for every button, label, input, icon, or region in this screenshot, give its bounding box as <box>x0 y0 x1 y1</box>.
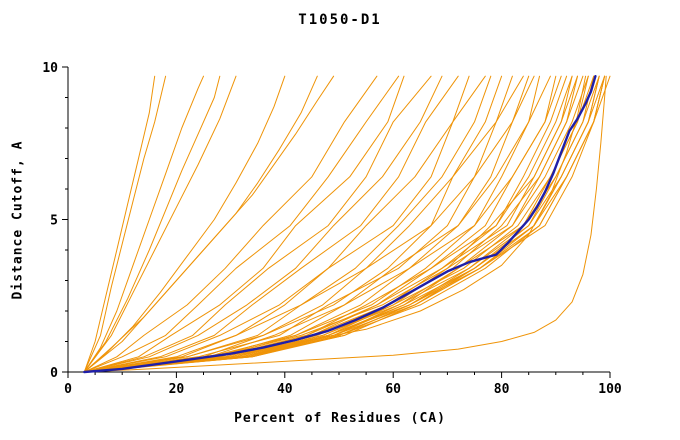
model-outlier-05 <box>83 75 237 373</box>
model-19 <box>83 75 568 373</box>
model-outlier-03 <box>83 75 204 373</box>
model-outlier-01 <box>83 75 156 373</box>
model-08 <box>83 75 486 373</box>
model-20 <box>83 75 573 373</box>
x-tick-label: 100 <box>598 382 622 397</box>
y-tick-label: 5 <box>50 214 58 229</box>
model-03 <box>83 75 405 373</box>
model-36 <box>89 75 611 373</box>
model-13 <box>83 75 530 373</box>
model-outlier-02 <box>83 75 167 373</box>
model-01 <box>83 75 378 373</box>
x-axis-label: Percent of Residues (CA) <box>234 411 446 426</box>
x-tick-label: 20 <box>169 382 185 397</box>
model-outlier-04 <box>83 75 221 373</box>
model-16 <box>83 75 551 373</box>
x-tick-label: 40 <box>277 382 293 397</box>
model-05 <box>83 75 443 373</box>
x-tick-label: 0 <box>64 382 72 397</box>
model-23 <box>83 75 578 373</box>
model-27 <box>83 75 595 373</box>
model-24 <box>83 75 584 373</box>
model-06 <box>83 75 459 373</box>
model-04 <box>83 75 432 373</box>
y-tick-label: 10 <box>42 61 58 76</box>
model-14 <box>83 75 535 373</box>
model-outlier-08 <box>83 75 335 373</box>
x-tick-label: 80 <box>494 382 510 397</box>
chart-title: T1050-D1 <box>298 12 382 28</box>
best-model-highlight <box>83 74 597 374</box>
model-32 <box>83 75 606 373</box>
y-tick-label: 0 <box>50 366 58 381</box>
model-good-02 <box>83 75 607 373</box>
model-11 <box>83 75 513 373</box>
x-tick-label: 60 <box>385 382 401 397</box>
model-09 <box>83 75 492 373</box>
model-02 <box>83 75 400 373</box>
